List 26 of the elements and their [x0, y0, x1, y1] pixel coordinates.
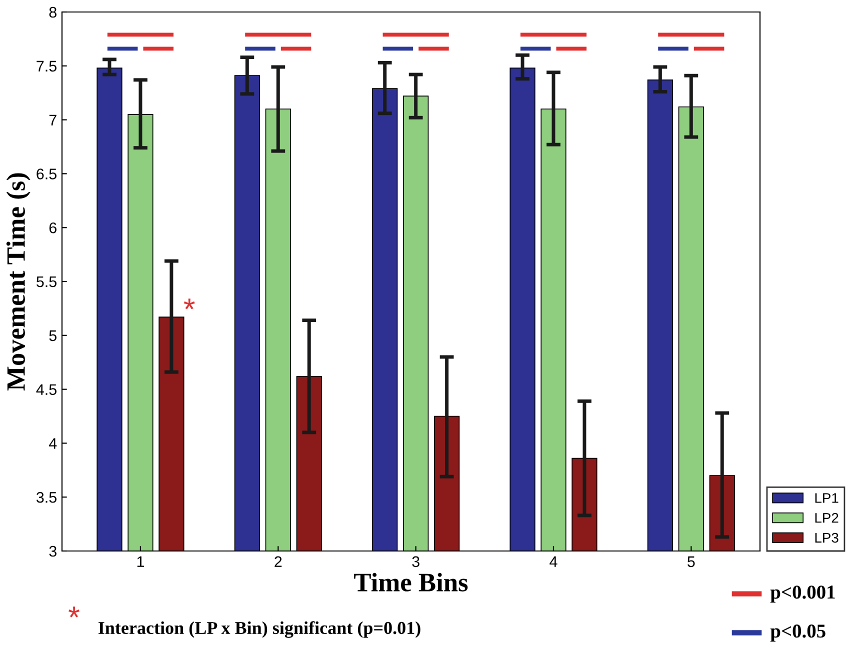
y-tick-label: 3	[49, 546, 56, 557]
text: Interaction (LP x Bin) significant (p=0.01)	[98, 621, 420, 638]
y-axis-title: Movement Time (s)	[6, 173, 30, 391]
y-tick-label: 8	[49, 6, 56, 18]
y-tick-label: 3.5	[36, 492, 56, 503]
y-tick-label: 7	[49, 114, 56, 126]
x-tick-label: 1	[137, 556, 144, 567]
y-tick-label: 4	[48, 438, 57, 449]
x-tick-label: 3	[412, 556, 420, 568]
y-tick-label: 6.5	[36, 168, 56, 180]
y-tick-label: 4.5	[36, 384, 56, 395]
legend-label: LP3	[815, 532, 838, 543]
text: p<0.001	[770, 586, 835, 603]
x-axis-title: Time Bins	[354, 572, 468, 592]
legend-label: LP1	[815, 493, 838, 503]
x-tick-label: 4	[550, 556, 558, 567]
annotation: *	[184, 298, 195, 310]
y-tick-label: 6	[49, 222, 56, 234]
legend-label: LP2	[815, 512, 838, 523]
y-tick-label: 7.5	[36, 60, 56, 72]
x-tick-label: 5	[688, 556, 695, 568]
y-tick-label: 5	[49, 330, 56, 342]
text: p<0.05	[770, 624, 826, 642]
text: *	[68, 606, 80, 618]
y-tick-label: 5.5	[36, 276, 56, 288]
x-tick-label: 2	[274, 556, 282, 567]
